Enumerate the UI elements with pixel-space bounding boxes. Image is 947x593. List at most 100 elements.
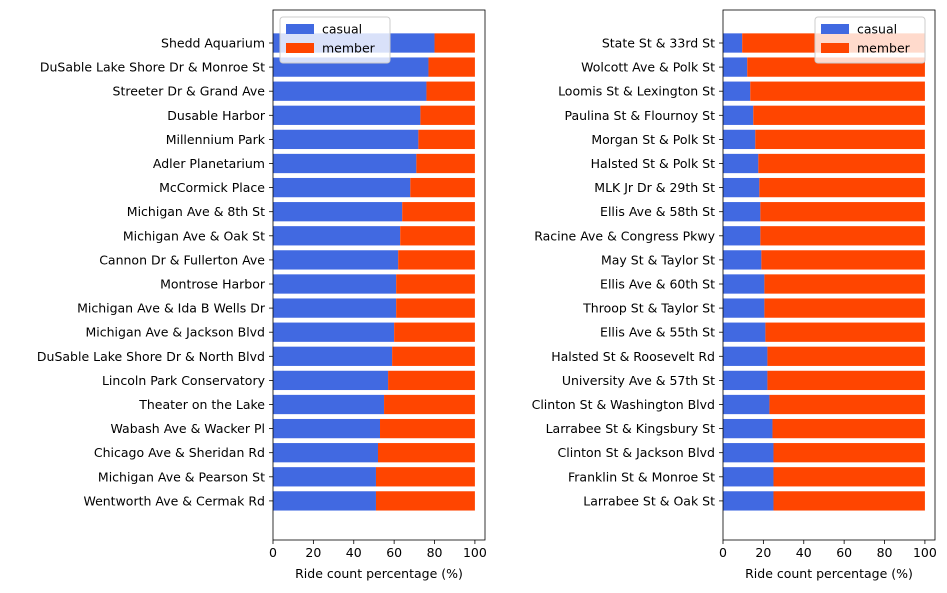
- bar-casual-9: [273, 226, 401, 246]
- bar-casual-20: [273, 491, 376, 511]
- bar-casual-2: [723, 57, 748, 77]
- legend-swatch-member: [821, 43, 849, 53]
- bar-member-6: [758, 153, 925, 174]
- legend-label-member: member: [322, 41, 376, 56]
- x-tick-label: 40: [346, 545, 362, 560]
- bar-casual-14: [273, 346, 393, 366]
- bar-member-4: [420, 105, 475, 125]
- bar-casual-5: [273, 129, 419, 150]
- y-tick-label: Ellis Ave & 60th St: [600, 277, 715, 292]
- y-tick-label: Halsted St & Polk St: [591, 156, 715, 171]
- y-tick-label: Racine Ave & Congress Pkwy: [534, 228, 715, 243]
- bar-casual-3: [273, 81, 427, 101]
- y-tick-label: Theater on the Lake: [138, 397, 265, 412]
- y-tick-label: Shedd Aquarium: [161, 36, 265, 51]
- bar-casual-8: [723, 202, 761, 222]
- bar-member-5: [418, 129, 475, 150]
- x-tick-label: 80: [427, 545, 443, 560]
- bar-member-13: [394, 322, 475, 342]
- bar-member-9: [400, 226, 475, 246]
- bar-member-20: [773, 491, 925, 511]
- y-tick-label: Halsted St & Roosevelt Rd: [551, 349, 715, 364]
- bar-casual-13: [273, 322, 395, 342]
- bar-casual-8: [273, 202, 403, 222]
- y-tick-label: Clinton St & Washington Blvd: [532, 397, 715, 412]
- legend-label-member: member: [857, 41, 911, 56]
- y-tick-label: Michigan Ave & Jackson Blvd: [85, 325, 265, 340]
- x-tick-label: 40: [796, 545, 812, 560]
- x-axis-label: Ride count percentage (%): [745, 566, 913, 581]
- bar-member-16: [384, 394, 475, 415]
- x-tick-label: 100: [913, 545, 937, 560]
- bar-casual-10: [273, 250, 399, 270]
- bar-member-1: [434, 33, 475, 53]
- y-tick-label: Cannon Dr & Fullerton Ave: [99, 252, 265, 267]
- bar-member-8: [760, 202, 925, 222]
- legend-swatch-casual: [286, 24, 314, 34]
- y-tick-label: University Ave & 57th St: [562, 373, 715, 388]
- bar-member-2: [428, 57, 475, 77]
- y-tick-label: Loomis St & Lexington St: [558, 84, 715, 99]
- bar-casual-14: [723, 346, 768, 366]
- bar-casual-6: [723, 153, 759, 174]
- y-tick-label: Millennium Park: [166, 132, 266, 147]
- x-axis-label: Ride count percentage (%): [295, 566, 463, 581]
- y-tick-label: Ellis Ave & 58th St: [600, 204, 715, 219]
- y-tick-label: Wabash Ave & Wacker Pl: [110, 421, 265, 436]
- bar-casual-17: [723, 418, 773, 439]
- bar-casual-15: [273, 370, 389, 391]
- plot-frame: [722, 9, 936, 541]
- y-tick-label: McCormick Place: [159, 180, 265, 195]
- bar-member-3: [426, 81, 475, 101]
- x-tick-label: 100: [463, 545, 487, 560]
- bar-member-11: [764, 274, 925, 294]
- legend-label-casual: casual: [857, 22, 897, 37]
- y-tick-label: Larrabee St & Oak St: [583, 493, 715, 508]
- bar-member-12: [764, 298, 925, 318]
- bar-casual-5: [723, 129, 756, 150]
- y-tick-label: Adler Planetarium: [153, 156, 265, 171]
- bar-member-16: [769, 394, 925, 415]
- bar-member-17: [380, 418, 475, 439]
- bar-member-6: [416, 153, 475, 174]
- bar-member-15: [767, 370, 925, 391]
- bar-member-19: [375, 467, 475, 487]
- y-tick-label: Throop St & Taylor St: [582, 301, 715, 316]
- bar-member-18: [773, 443, 925, 463]
- x-tick-label: 80: [877, 545, 893, 560]
- bar-casual-12: [273, 298, 397, 318]
- y-tick-label: Lincoln Park Conservatory: [102, 373, 266, 388]
- y-tick-label: Michigan Ave & Ida B Wells Dr: [77, 301, 266, 316]
- chart-panel-2: State St & 33rd St Wolcott Ave & Polk St L…: [532, 9, 937, 581]
- legend-swatch-member: [286, 43, 314, 53]
- y-tick-label: MLK Jr Dr & 29th St: [594, 180, 715, 195]
- y-tick-label: Chicago Ave & Sheridan Rd: [94, 445, 265, 460]
- bar-member-4: [753, 105, 925, 125]
- y-tick-label: Wentworth Ave & Cermak Rd: [83, 493, 265, 508]
- bar-casual-12: [723, 298, 765, 318]
- bar-member-14: [392, 346, 475, 366]
- bar-member-10: [398, 250, 475, 270]
- bar-casual-11: [273, 274, 397, 294]
- x-tick-label: 20: [755, 545, 771, 560]
- plot-frame: [272, 9, 486, 541]
- y-tick-label: Clinton St & Jackson Blvd: [558, 445, 715, 460]
- bar-casual-9: [723, 226, 761, 246]
- x-tick-label: 0: [719, 545, 727, 560]
- y-tick-label: Wolcott Ave & Polk St: [581, 60, 715, 75]
- x-tick-label: 0: [269, 545, 277, 560]
- bar-casual-20: [723, 491, 774, 511]
- legend-swatch-casual: [821, 24, 849, 34]
- bar-casual-4: [723, 105, 754, 125]
- bar-member-14: [767, 346, 925, 366]
- bar-member-13: [765, 322, 925, 342]
- legend-label-casual: casual: [322, 22, 362, 37]
- bar-casual-17: [273, 418, 381, 439]
- y-tick-label: DuSable Lake Shore Dr & North Blvd: [37, 349, 265, 364]
- bar-casual-13: [723, 322, 766, 342]
- y-tick-label: Paulina St & Flournoy St: [564, 108, 715, 123]
- bar-casual-19: [273, 467, 376, 487]
- x-tick-label: 60: [836, 545, 852, 560]
- y-tick-label: Dusable Harbor: [167, 108, 266, 123]
- bar-member-17: [772, 418, 925, 439]
